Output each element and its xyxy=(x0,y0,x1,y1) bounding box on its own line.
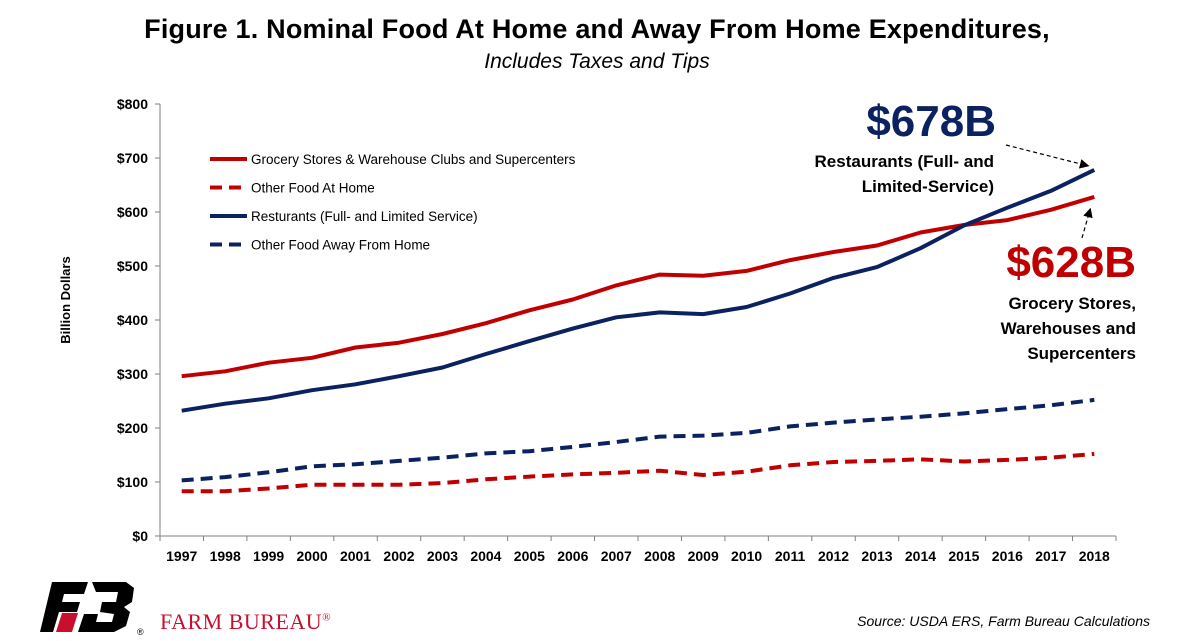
x-tick-label: 1998 xyxy=(210,548,241,564)
y-axis-label: Billion Dollars xyxy=(58,256,73,343)
y-tick-label: $800 xyxy=(117,96,148,112)
series-line-3 xyxy=(181,397,1095,483)
brand-registered-mark: ® xyxy=(322,611,332,624)
annotation-value-restaurants: $678B xyxy=(866,97,996,146)
arrow-restaurants xyxy=(1005,144,1090,169)
source-note: Source: USDA ERS, Farm Bureau Calculatio… xyxy=(857,613,1150,629)
x-tick-label: 2003 xyxy=(427,548,458,564)
y-tick-label: $300 xyxy=(117,366,148,382)
x-tick-label: 2014 xyxy=(905,548,936,564)
x-tick-label: 2006 xyxy=(557,548,588,564)
legend-label-2: Resturants (Full- and Limited Service) xyxy=(251,209,478,224)
y-tick-label: $600 xyxy=(117,204,148,220)
y-tick-label: $0 xyxy=(132,528,148,544)
x-tick-label: 2002 xyxy=(383,548,414,564)
x-tick-label: 2010 xyxy=(731,548,762,564)
farm-bureau-logo: ® xyxy=(40,580,148,637)
annotation-text-restaurants: Restaurants (Full- and xyxy=(815,152,994,171)
annotation-text-restaurants: Limited-Service) xyxy=(862,177,994,196)
x-tick-label: 2013 xyxy=(861,548,892,564)
brand-name: FARM BUREAU® xyxy=(160,609,331,635)
x-tick-label: 2011 xyxy=(775,548,806,564)
annotation-text-grocery: Warehouses and xyxy=(1001,319,1136,338)
y-tick-label: $500 xyxy=(117,258,148,274)
legend-label-1: Other Food At Home xyxy=(251,181,375,196)
x-tick-label: 1997 xyxy=(166,548,197,564)
arrow-grocery xyxy=(1081,207,1093,239)
x-tick-label: 2018 xyxy=(1079,548,1110,564)
logo-registered-mark: ® xyxy=(137,627,144,636)
y-tick-label: $700 xyxy=(117,150,148,166)
series-line-0 xyxy=(181,194,1095,379)
x-tick-label: 2001 xyxy=(340,548,371,564)
brand-name-text: FARM BUREAU xyxy=(160,609,323,634)
fb-logo-icon: ® xyxy=(40,582,144,637)
annotation-value-grocery: $628B xyxy=(1006,238,1136,287)
x-tick-label: 2015 xyxy=(948,548,979,564)
x-tick-label: 1999 xyxy=(253,548,284,564)
annotation-text-grocery: Supercenters xyxy=(1027,344,1136,363)
y-tick-label: $200 xyxy=(117,420,148,436)
x-tick-label: 2007 xyxy=(601,548,632,564)
annotation-text-grocery: Grocery Stores, xyxy=(1008,294,1136,313)
x-tick-label: 2008 xyxy=(644,548,675,564)
x-tick-label: 2012 xyxy=(818,548,849,564)
x-tick-label: 2000 xyxy=(297,548,328,564)
x-tick-label: 2009 xyxy=(688,548,719,564)
series-line-1 xyxy=(181,451,1095,494)
x-tick-label: 2005 xyxy=(514,548,545,564)
x-tick-label: 2004 xyxy=(470,548,501,564)
chart-subtitle: Includes Taxes and Tips xyxy=(484,50,710,73)
y-tick-label: $400 xyxy=(117,312,148,328)
x-tick-label: 2016 xyxy=(992,548,1023,564)
series-line-2 xyxy=(181,168,1096,413)
legend-label-3: Other Food Away From Home xyxy=(251,238,430,253)
legend-label-0: Grocery Stores & Warehouse Clubs and Sup… xyxy=(251,152,576,167)
y-tick-label: $100 xyxy=(117,474,148,490)
x-tick-label: 2017 xyxy=(1035,548,1066,564)
chart-title: Figure 1. Nominal Food At Home and Away … xyxy=(144,14,1050,44)
